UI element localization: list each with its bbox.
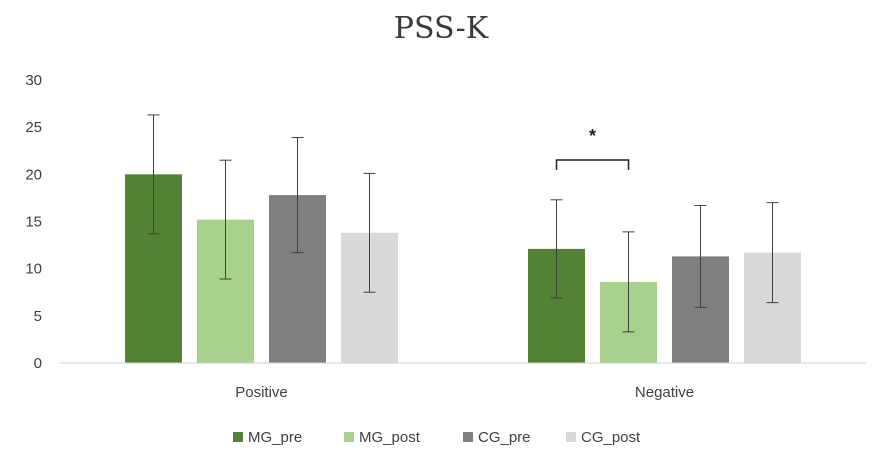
y-tick-label: 20 [25,166,42,183]
legend-item-cg-post: CG_post [566,429,641,446]
legend-label: MG_pre [248,429,302,446]
legend-swatch [344,432,354,442]
y-tick-label: 5 [34,308,42,325]
error-bar [147,114,160,235]
legend-label: CG_pre [478,429,531,446]
y-tick-label: 0 [34,355,42,372]
error-bar [219,159,232,280]
significance-bracket [555,159,630,170]
y-tick-label: 30 [25,72,42,89]
legend-item-mg-pre: MG_pre [233,429,302,446]
error-bar [363,172,376,293]
category-labels: Positive Negative [235,384,694,401]
error-bar [291,137,304,254]
bars-group [125,174,801,363]
y-tick-label: 15 [25,214,42,231]
legend-label: CG_post [581,429,641,446]
legend-swatch [233,432,243,442]
legend-swatch [566,432,576,442]
error-bar [550,199,563,299]
significance-annotation: * [555,126,630,170]
error-bar [766,202,779,304]
error-bar [694,204,707,308]
legend-swatch [463,432,473,442]
significance-star: * [589,126,596,146]
y-tick-label: 25 [25,119,42,136]
legend-item-cg-pre: CG_pre [463,429,531,446]
error-bars-group [147,114,779,333]
y-tick-label: 10 [25,261,42,278]
legend: MG_pre MG_post CG_pre CG_post [233,429,641,446]
category-label-positive: Positive [235,384,288,401]
category-label-negative: Negative [635,384,694,401]
chart-title: PSS-K [394,11,489,46]
error-bar [622,231,635,333]
y-axis: 0 5 10 15 20 25 30 [25,72,42,372]
legend-item-mg-post: MG_post [344,429,421,446]
legend-label: MG_post [359,429,421,446]
